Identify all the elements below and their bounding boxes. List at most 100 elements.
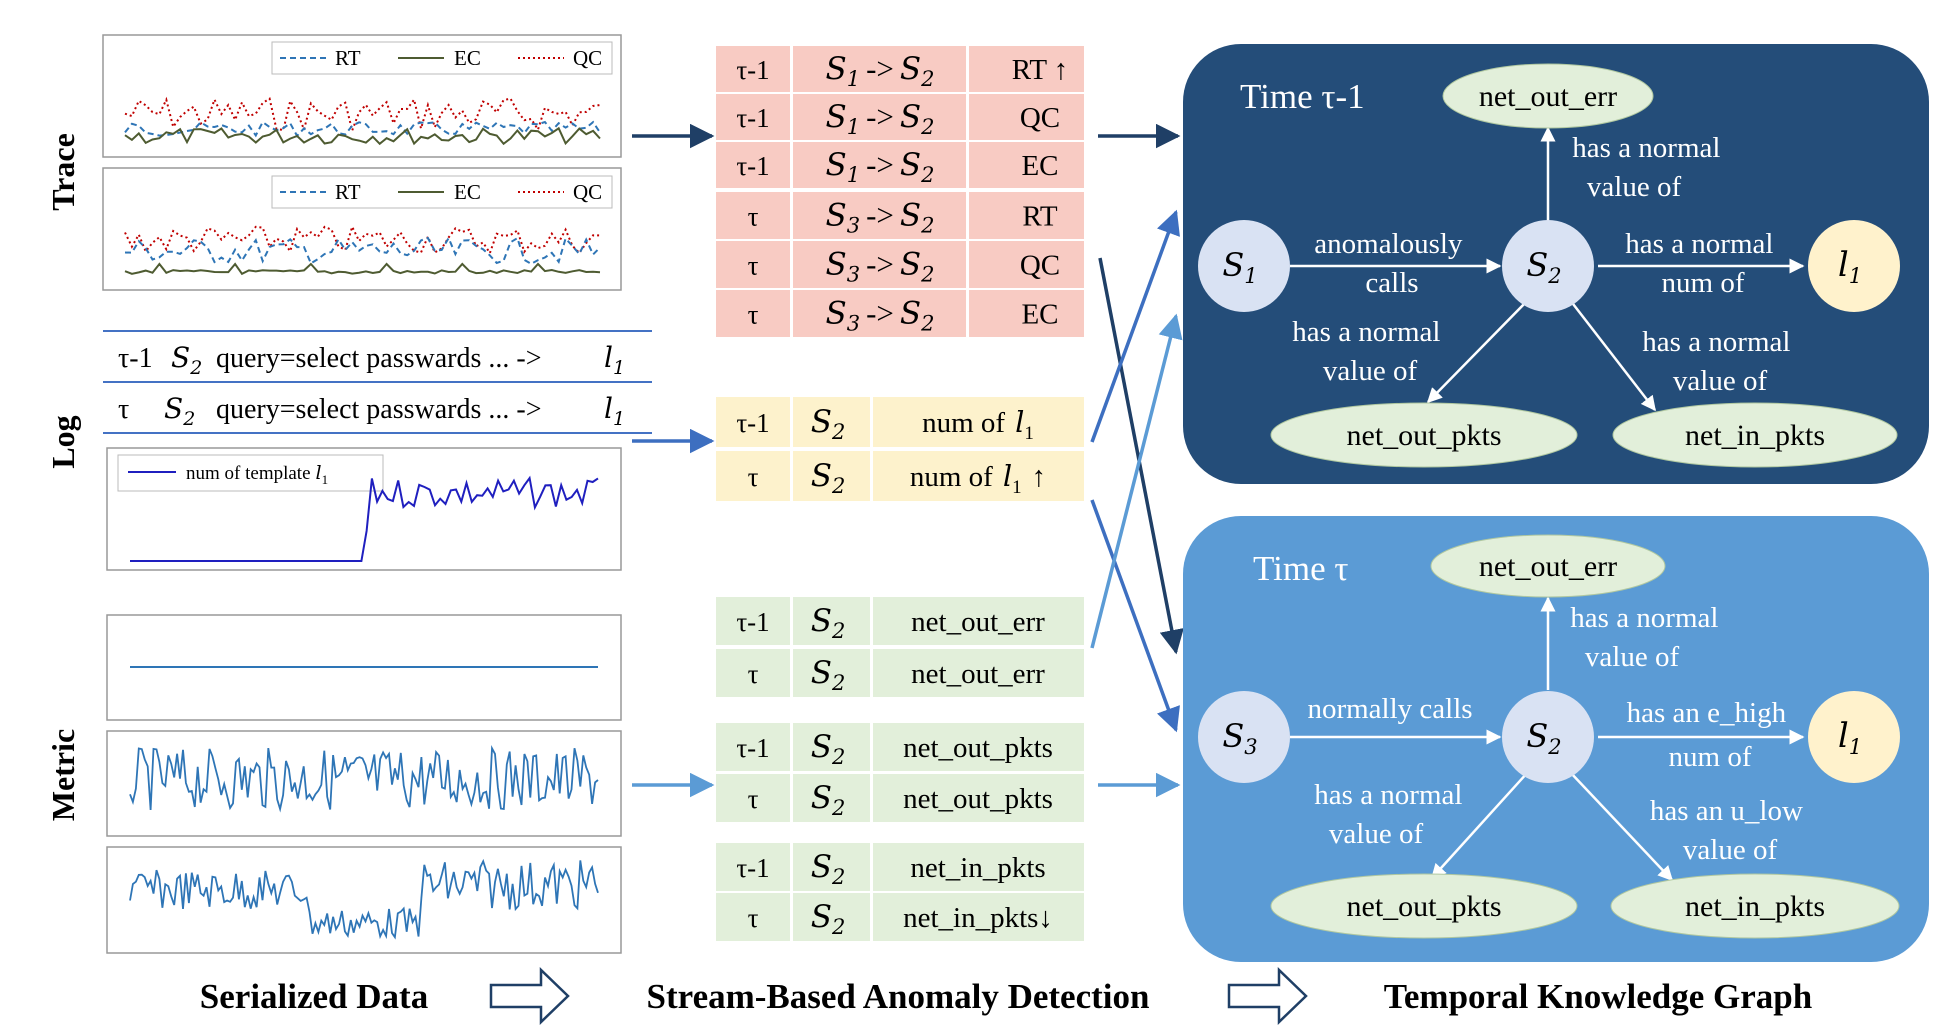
node-s1-top — [1198, 220, 1290, 312]
metric-service: S2 — [811, 899, 846, 939]
knowledge-graph-time-tau: Time τ net_out_err S3 S2 l1 net_out_pkts… — [1183, 516, 1929, 962]
svg-text:l1: l1 — [1838, 716, 1862, 759]
metric-time: τ-1 — [736, 733, 769, 763]
edge-bottom-left-label: normally calls — [1307, 693, 1472, 725]
svg-text:net_out_err: net_out_err — [1479, 80, 1617, 113]
metric-row: τ-1 S2 net_in_pkts — [716, 843, 1084, 891]
trace-row: τ-1 S1 -> S2 EC — [716, 142, 1084, 188]
log-service: S2 — [811, 458, 846, 498]
footer-stream-detection: Stream-Based Anomaly Detection — [647, 977, 1150, 1016]
metric-time: τ-1 — [736, 853, 769, 883]
metric-section-label: Metric — [45, 729, 81, 821]
svg-text:query=select passwards ... ->: query=select passwards ... -> — [216, 343, 542, 374]
trace2-ec-line — [124, 262, 601, 276]
svg-text:query=select passwards ... ->: query=select passwards ... -> — [216, 394, 542, 425]
metric-name: net_out_err — [911, 606, 1045, 638]
legend-rt-2: RT — [335, 180, 361, 204]
trace-metric: QC — [1020, 102, 1060, 134]
edge-bottom-downright-label: has an u_low value of — [1650, 795, 1810, 866]
svg-text:S2: S2 — [171, 341, 202, 379]
metric-name: net_out_pkts — [903, 783, 1053, 815]
trace1-ec-line — [124, 126, 601, 146]
log-line-2: τ S2 query=select passwards ... -> l1 — [118, 392, 625, 430]
metric2-line — [129, 745, 599, 813]
metric-name: net_in_pkts↓ — [903, 902, 1053, 934]
svg-text:τ-1: τ-1 — [118, 343, 153, 374]
trace-row: τ S3 -> S2 RT — [716, 192, 1084, 239]
node-s2-bottom — [1502, 691, 1594, 783]
log-chart: num of template l1 — [106, 447, 622, 571]
metric3-line — [129, 858, 599, 940]
metric-service: S2 — [811, 780, 846, 820]
trace-time: τ — [748, 300, 759, 330]
legend-ec-2: EC — [454, 180, 481, 204]
trace-row: τ S3 -> S2 EC — [716, 290, 1084, 337]
metric-chart-1 — [106, 614, 622, 721]
trace-time: τ — [748, 202, 759, 232]
legend-ec: EC — [454, 46, 481, 70]
node-net-out-err-top — [1442, 63, 1654, 129]
svg-text:S1: S1 — [1222, 246, 1257, 288]
edge-top-downleft-label: has a normal value of — [1292, 316, 1447, 387]
metric-chart-2 — [106, 730, 622, 837]
log-anomaly-table: τ-1 S2 num of l1 τ S2 num of l1 ↑ — [716, 397, 1084, 501]
metric-service: S2 — [811, 603, 846, 643]
log-template-line — [130, 475, 599, 562]
metric-row: τ S2 net_out_pkts — [716, 774, 1084, 822]
edge-top-up-label: has a normal value of — [1572, 132, 1727, 203]
svg-text:S2: S2 — [164, 392, 195, 430]
node-net-out-pkts-bottom — [1270, 873, 1578, 939]
trace-metric: RT — [1022, 201, 1058, 233]
svg-text:τ: τ — [118, 394, 129, 425]
trace2-rt-line — [124, 235, 601, 266]
svg-text:l1: l1 — [604, 341, 625, 379]
log-service: S2 — [811, 404, 846, 444]
log-row: τ-1 S2 num of l1 — [716, 397, 1084, 447]
edge-bottom-up-label: has a normal value of — [1570, 602, 1725, 673]
log-section-label: Log — [45, 415, 81, 468]
legend-qc-2: QC — [573, 180, 602, 204]
node-l1-top — [1808, 220, 1900, 312]
arrow-trace-tau-to-graph-bottom — [1098, 257, 1184, 655]
log-row: τ S2 num of l1 ↑ — [716, 451, 1084, 501]
trace-chart-2: RT EC QC — [102, 167, 622, 291]
trace-call-pair: S3 -> S2 — [825, 247, 934, 287]
trace-call-pair: S1 -> S2 — [825, 51, 934, 91]
node-l1-bottom — [1808, 691, 1900, 783]
metric-service: S2 — [811, 655, 846, 695]
trace-call-pair: S3 -> S2 — [825, 296, 934, 336]
footer-serialized-data: Serialized Data — [200, 977, 428, 1016]
svg-text:S2: S2 — [1526, 246, 1561, 288]
node-net-out-pkts-top — [1270, 402, 1578, 468]
metric-row: τ S2 net_in_pkts↓ — [716, 893, 1084, 941]
trace-row: τ-1 S1 -> S2 RT ↑ — [716, 46, 1084, 92]
trace-row: τ-1 S1 -> S2 QC — [716, 94, 1084, 140]
trace-call-pair: S3 -> S2 — [825, 198, 934, 238]
svg-text:net_out_pkts: net_out_pkts — [1347, 890, 1502, 923]
trace-call-pair: S1 -> S2 — [825, 99, 934, 139]
trace-metric: EC — [1021, 299, 1058, 331]
svg-text:l1: l1 — [604, 392, 625, 430]
edge-bottom-downleft-label: has a normal value of — [1314, 779, 1469, 850]
trace-chart-1: RT EC QC — [102, 34, 622, 158]
metric-row: τ-1 S2 net_out_err — [716, 597, 1084, 645]
footer-temporal-kg: Temporal Knowledge Graph — [1384, 977, 1812, 1016]
trace-row: τ S3 -> S2 QC — [716, 241, 1084, 288]
edge-top-downright-label: has a normal value of — [1642, 326, 1797, 397]
footer-arrow-2 — [1227, 967, 1308, 1025]
trace-metric: QC — [1020, 250, 1060, 282]
trace-call-pair: S1 -> S2 — [825, 147, 934, 187]
metric-time: τ — [748, 659, 759, 689]
trace1-rt-line — [124, 120, 601, 138]
trace-metric: RT ↑ — [1012, 54, 1069, 86]
metric-service: S2 — [811, 849, 846, 889]
log-time: τ — [748, 462, 759, 492]
metric-time: τ — [748, 903, 759, 933]
arrow-log-tau-to-graph-bottom — [1090, 499, 1180, 733]
log-line-1: τ-1 S2 query=select passwards ... -> l1 — [118, 341, 625, 379]
node-s2-top — [1502, 220, 1594, 312]
log-metric: num of l1 — [922, 405, 1034, 444]
metric-time: τ — [748, 784, 759, 814]
metric-anomaly-table: τ-1 S2 net_out_err τ S2 net_out_err τ-1 S2 net_o… — [716, 597, 1084, 941]
